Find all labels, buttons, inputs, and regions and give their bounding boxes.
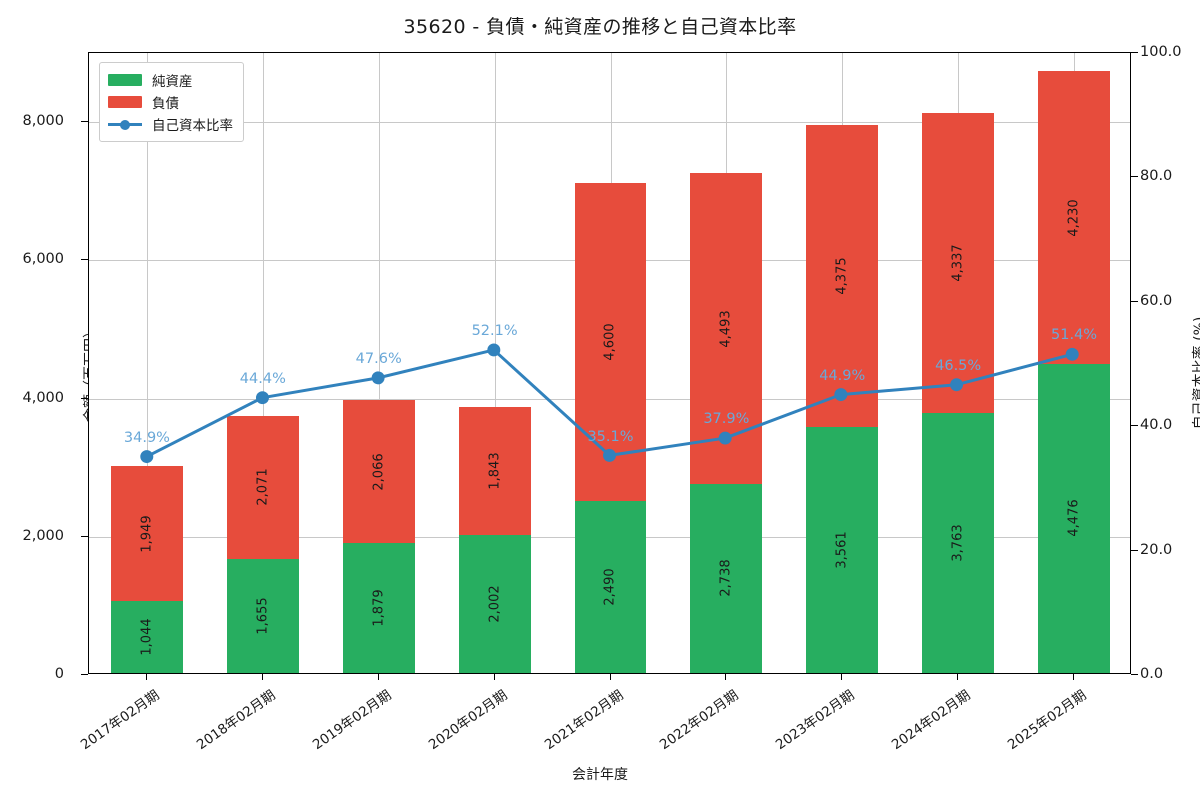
x-tick-mark: [609, 674, 611, 680]
bar-stack[interactable]: 3,561 4,375: [806, 124, 879, 673]
y-tick-mark-left: [81, 397, 88, 399]
y-tick-label-left: 6,000: [22, 251, 64, 268]
ratio-value-label: 34.9%: [123, 429, 170, 446]
bar-value-label: 2,002: [487, 585, 503, 623]
x-tick-mark: [261, 674, 263, 680]
bar-value-label: 2,738: [718, 559, 734, 597]
y-tick-label-right: 20.0: [1140, 541, 1173, 558]
legend-item[interactable]: 自己資本比率: [108, 113, 233, 135]
bar-stack[interactable]: 1,879 2,066: [342, 400, 415, 673]
y-tick-label-right: 80.0: [1140, 168, 1173, 185]
bar-segment-equity[interactable]: 3,763: [922, 412, 995, 673]
bar-stack[interactable]: 1,044 1,949: [111, 466, 183, 673]
x-tick-mark: [841, 674, 843, 680]
x-tick-mark: [493, 674, 495, 680]
bar-value-label: 4,493: [718, 309, 734, 348]
ratio-value-label: 44.4%: [239, 370, 286, 387]
bar-value-label: 1,655: [255, 597, 271, 635]
legend-label: 純資産: [152, 74, 193, 90]
y-tick-mark-left: [81, 121, 88, 123]
bar-value-label: 2,071: [255, 468, 271, 506]
y-tick-mark-right: [1131, 300, 1138, 302]
bar-value-label: 2,066: [371, 453, 387, 491]
chart-title: 35620 - 負債・純資産の推移と自己資本比率: [403, 16, 797, 38]
y-tick-label-left: 0: [54, 666, 64, 682]
legend-item[interactable]: 純資産: [108, 69, 233, 91]
ratio-value-label: 47.6%: [355, 350, 402, 367]
bar-stack[interactable]: 1,655 2,071: [226, 415, 299, 673]
bar-stack[interactable]: 2,002 1,843: [458, 407, 531, 673]
x-tick-mark: [725, 674, 727, 680]
x-tick-mark: [145, 674, 147, 680]
plot-area: 1,044 1,949 1,655 2,071 1,879 2,066 2,002 1,843…: [88, 52, 1131, 674]
ratio-value-label: 35.1%: [587, 428, 634, 445]
bar-segment-equity[interactable]: 1,044: [111, 600, 183, 673]
x-tick-mark: [1073, 674, 1075, 680]
ratio-value-label: 52.1%: [471, 322, 518, 339]
x-axis-label: 会計年度: [572, 767, 628, 783]
bar-segment-equity[interactable]: 2,002: [458, 534, 531, 673]
bar-value-label: 4,476: [1066, 499, 1082, 537]
y-tick-label-right: 0.0: [1140, 666, 1164, 682]
y-tick-label-right: 60.0: [1140, 292, 1173, 309]
bar-segment-debt[interactable]: 4,230: [1038, 71, 1110, 364]
legend-item[interactable]: 負債: [108, 91, 233, 113]
gridline: [89, 122, 1130, 124]
ratio-value-label: 37.9%: [703, 411, 750, 428]
bar-value-label: 4,337: [950, 244, 966, 282]
legend-swatch-icon: [108, 74, 142, 86]
legend: 純資産負債自己資本比率: [99, 62, 244, 142]
bar-segment-equity[interactable]: 2,490: [574, 500, 647, 673]
bar-value-label: 1,044: [139, 618, 155, 656]
y-tick-mark-right: [1131, 425, 1138, 427]
y-tick-label-left: 4,000: [22, 389, 64, 406]
bar-segment-debt[interactable]: 4,600: [574, 183, 647, 501]
y-tick-mark-right: [1131, 176, 1138, 178]
bar-value-label: 3,763: [950, 524, 966, 562]
ratio-value-label: 46.5%: [935, 357, 982, 374]
y-tick-mark-left: [81, 259, 88, 261]
bar-value-label: 4,600: [602, 323, 618, 361]
y-tick-mark-left: [81, 674, 88, 675]
bar-value-label: 4,230: [1066, 198, 1082, 237]
bar-segment-debt[interactable]: 2,066: [342, 400, 415, 544]
bar-segment-debt[interactable]: 1,949: [111, 466, 183, 601]
x-tick-mark: [957, 674, 959, 680]
ratio-value-label: 44.9%: [819, 367, 866, 384]
y-tick-label-right: 40.0: [1140, 417, 1173, 434]
legend-swatch-icon: [108, 96, 142, 108]
bar-value-label: 3,561: [834, 531, 850, 569]
legend-label: 負債: [152, 96, 179, 112]
bar-segment-equity[interactable]: 4,476: [1038, 363, 1110, 673]
bar-value-label: 1,949: [139, 514, 155, 553]
bar-segment-equity[interactable]: 1,879: [342, 543, 415, 673]
y-tick-label-left: 2,000: [22, 527, 64, 544]
bar-segment-debt[interactable]: 1,843: [458, 407, 531, 535]
bar-segment-equity[interactable]: 3,561: [806, 426, 879, 673]
bar-value-label: 2,490: [602, 568, 618, 606]
bar-value-label: 1,879: [371, 589, 387, 627]
legend-label: 自己資本比率: [152, 118, 233, 134]
bar-segment-debt[interactable]: 4,493: [690, 173, 763, 484]
bar-segment-debt[interactable]: 2,071: [226, 415, 299, 559]
y-tick-mark-right: [1131, 674, 1138, 675]
y-tick-mark-right: [1131, 549, 1138, 551]
ratio-value-label: 51.4%: [1051, 327, 1098, 344]
bar-stack[interactable]: 4,476 4,230: [1038, 71, 1110, 673]
bar-segment-equity[interactable]: 2,738: [690, 483, 763, 673]
y-tick-mark-right: [1131, 52, 1138, 53]
legend-line-marker-icon: [108, 118, 142, 130]
y-tick-label-right: 100.0: [1140, 44, 1182, 60]
bar-segment-equity[interactable]: 1,655: [226, 558, 299, 673]
bar-value-label: 1,843: [487, 452, 503, 490]
bar-stack[interactable]: 3,763 4,337: [922, 113, 995, 673]
bar-value-label: 4,375: [834, 257, 850, 295]
y-tick-label-left: 8,000: [22, 113, 64, 130]
x-tick-mark: [377, 674, 379, 680]
y-tick-mark-left: [81, 535, 88, 537]
